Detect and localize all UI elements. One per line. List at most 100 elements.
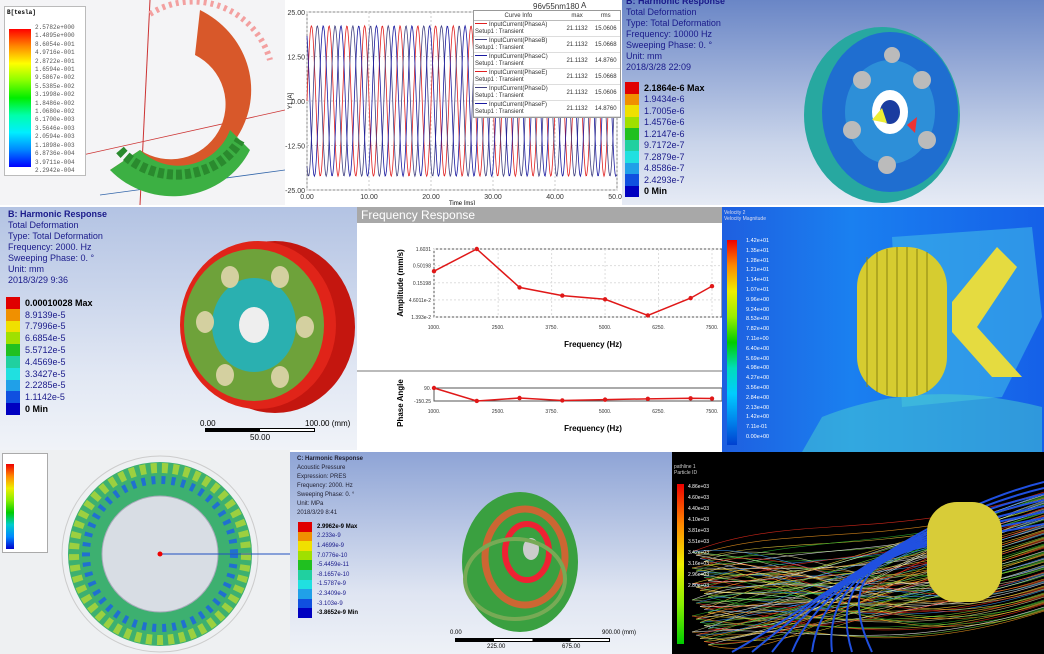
legend-row: -5.4459e-11	[298, 560, 358, 570]
info-line: Sweeping Phase: 0. °	[8, 253, 95, 263]
data-point	[602, 397, 608, 402]
legend-value: 0.00010028 Max	[25, 297, 93, 308]
legend-value: -8.1657e-10	[317, 571, 350, 578]
y-tick-label: -12.50	[285, 144, 305, 151]
x-tick-label: 7500.	[706, 409, 719, 415]
series-line	[306, 24, 617, 178]
legend-value: 3.3427e-5	[25, 368, 66, 379]
legend-value: 2.9962e-9 Max	[317, 523, 358, 530]
x-tick-label: 3750.	[545, 409, 558, 415]
info-line: Expression: PRES	[297, 474, 347, 480]
curve-color	[475, 55, 487, 57]
color-swatch	[625, 151, 639, 163]
data-point	[474, 398, 479, 404]
curve-name: InputCurrent(PhaseF)	[489, 101, 548, 108]
curve-name: InputCurrent(PhaseB)	[489, 37, 548, 44]
legend-value: 7.11e+00	[746, 335, 769, 342]
x-tick-label: 2500.	[492, 409, 505, 415]
pressure-legend: 2.9962e-9 Max 2.233e-9 1.4699e-9 7.0776e-10…	[298, 522, 358, 618]
color-swatch	[625, 174, 639, 186]
info-line: Type: Total Deformation	[8, 231, 103, 241]
info-line: Unit: mm	[626, 51, 662, 61]
info-line: Velocity 2	[724, 210, 746, 216]
curve-max: 21.1132	[566, 105, 588, 112]
pathline	[703, 592, 1044, 626]
color-swatch	[298, 569, 312, 580]
info-line: Unit: mm	[8, 264, 44, 274]
legend-value: 7.11e-01	[746, 424, 768, 431]
legend-row: -3.103e-9	[298, 598, 358, 609]
deformation-legend: 0.00010028 Max 8.9139e-5 7.7996e-5 6.6854e-…	[6, 297, 93, 415]
column-header: Curve Info	[504, 13, 533, 19]
y-axis-label: Amplitude (mm/s)	[396, 249, 405, 317]
colorbar	[727, 240, 737, 445]
legend-value: 5.5712e-5	[25, 345, 66, 356]
scale-start: 0.00	[200, 419, 216, 428]
legend-row: 3.3427e-5	[6, 367, 93, 380]
x-tick-label: 10.00	[360, 194, 378, 201]
x-tick-label: 30.00	[484, 194, 502, 201]
legend-title: B[tesla]	[7, 9, 36, 16]
color-swatch	[298, 550, 312, 561]
scale-bar	[455, 638, 610, 642]
curve-name: InputCurrent(PhaseE)	[489, 69, 548, 76]
panel-harmonic-10000hz: B: Harmonic Response Total Deformation Typ…	[622, 0, 1044, 205]
color-swatch	[298, 579, 312, 590]
legend-values: 2.5782e+000 1.4895e+000 8.6054e-001 4.9716e…	[35, 24, 75, 175]
curve-name-cell: InputCurrent(PhaseC) Setup1 : Transient	[474, 54, 563, 68]
x-tick-label: 1000.	[428, 325, 441, 331]
legend-value: 8.6054e-001	[35, 40, 75, 48]
curve-setup: Setup1 : Transient	[475, 76, 524, 83]
color-swatch	[298, 531, 312, 542]
y-tick-label: 0.50198	[413, 264, 431, 270]
legend-value: 4.10e+03	[688, 517, 709, 523]
legend-row: 0 Min	[625, 185, 705, 197]
result-info: B: Harmonic Response Total Deformation Typ…	[626, 0, 725, 73]
legend-value: 3.56e+00	[746, 384, 770, 391]
data-point	[517, 395, 522, 401]
scale-tick-2: 675.00	[562, 644, 581, 650]
scale-start: 0.00	[450, 630, 462, 636]
info-line: Velocity Magnitude	[724, 216, 766, 222]
info-line: pathline 1	[674, 464, 696, 470]
curve-name-cell: InputCurrent(PhaseD) Setup1 : Transient	[474, 86, 563, 100]
fan-model	[802, 227, 1042, 452]
y-axis-label: Y1 [A]	[288, 92, 294, 109]
panel-stator-field	[0, 450, 290, 654]
column-header: max	[571, 13, 583, 19]
info-line: Particle ID	[674, 470, 698, 476]
x-tick-label: 0.00	[300, 194, 314, 201]
y-tick-label: -150.25	[414, 399, 431, 405]
series-line	[433, 387, 713, 402]
legend-value: 2.4293e-7	[644, 174, 685, 185]
colorbar	[677, 484, 684, 644]
legend-value: -1.5787e-9	[317, 581, 347, 588]
color-swatch	[298, 598, 312, 609]
legend-value: 4.98e+00	[746, 365, 770, 372]
panel-magnetic-field: B[tesla] 2.5782e+000 1.4895e+000 8.6054e-0…	[0, 0, 285, 205]
color-swatch	[625, 185, 639, 197]
color-swatch	[625, 128, 639, 140]
color-swatch	[6, 379, 20, 392]
legend-value: 1.42e+01	[746, 238, 770, 244]
color-swatch	[6, 403, 20, 415]
curve-setup: Setup1 : Transient	[475, 92, 524, 99]
legend-row: 1.2147e-6	[625, 128, 705, 140]
legend-value: 4.9716e-001	[35, 49, 75, 57]
color-swatch	[6, 355, 20, 368]
curve-info-table: Curve Info max rms InputCurrent(PhaseA) Setu…	[473, 10, 621, 118]
pathline	[707, 599, 1044, 630]
scale-end: 900.00 (mm)	[602, 630, 637, 636]
legend-value: 1.4576e-6	[644, 117, 685, 128]
curve-color	[475, 103, 487, 105]
data-point	[431, 269, 437, 274]
pathline	[695, 602, 1044, 631]
x-tick-label: 5000.	[599, 409, 612, 415]
y-tick-label: 12.50	[287, 55, 305, 62]
info-line: C: Harmonic Response	[297, 456, 364, 462]
legend-value: 2.0594e-003	[35, 133, 75, 141]
y-tick-label: 0.15198	[413, 281, 431, 287]
result-info: Velocity 2 Velocity Magnitude	[724, 210, 766, 222]
table-row: InputCurrent(PhaseE) Setup1 : Transient 21…	[474, 69, 620, 85]
legend-value: 4.60e+03	[688, 495, 709, 501]
